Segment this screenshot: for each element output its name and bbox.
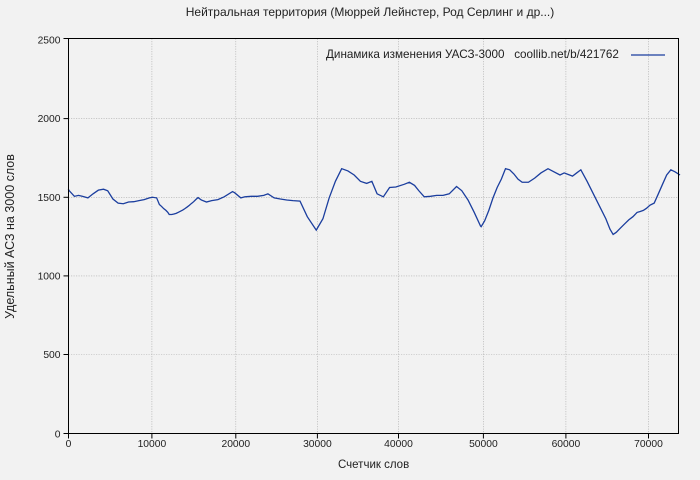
svg-text:30000: 30000 <box>303 439 332 450</box>
svg-text:50000: 50000 <box>469 439 498 450</box>
svg-text:500: 500 <box>43 350 60 361</box>
svg-text:0: 0 <box>66 439 72 450</box>
svg-text:2500: 2500 <box>38 36 61 47</box>
svg-text:60000: 60000 <box>552 439 581 450</box>
svg-text:Удельный АСЗ на 3000 слов: Удельный АСЗ на 3000 слов <box>3 154 17 319</box>
svg-text:10000: 10000 <box>138 439 167 450</box>
svg-text:Динамика изменения УАСЗ-3000: Динамика изменения УАСЗ-3000 coollib.net… <box>326 48 619 61</box>
svg-text:Счетчик слов: Счетчик слов <box>338 459 409 471</box>
svg-text:1000: 1000 <box>38 271 61 282</box>
svg-text:20000: 20000 <box>221 439 250 450</box>
svg-text:1500: 1500 <box>38 193 61 204</box>
svg-text:40000: 40000 <box>384 439 413 450</box>
svg-text:Нейтральная территория (Мюррей: Нейтральная территория (Мюррей Лейнстер,… <box>186 5 555 19</box>
svg-text:0: 0 <box>55 429 61 440</box>
svg-text:2000: 2000 <box>38 114 61 125</box>
svg-text:70000: 70000 <box>634 439 663 450</box>
